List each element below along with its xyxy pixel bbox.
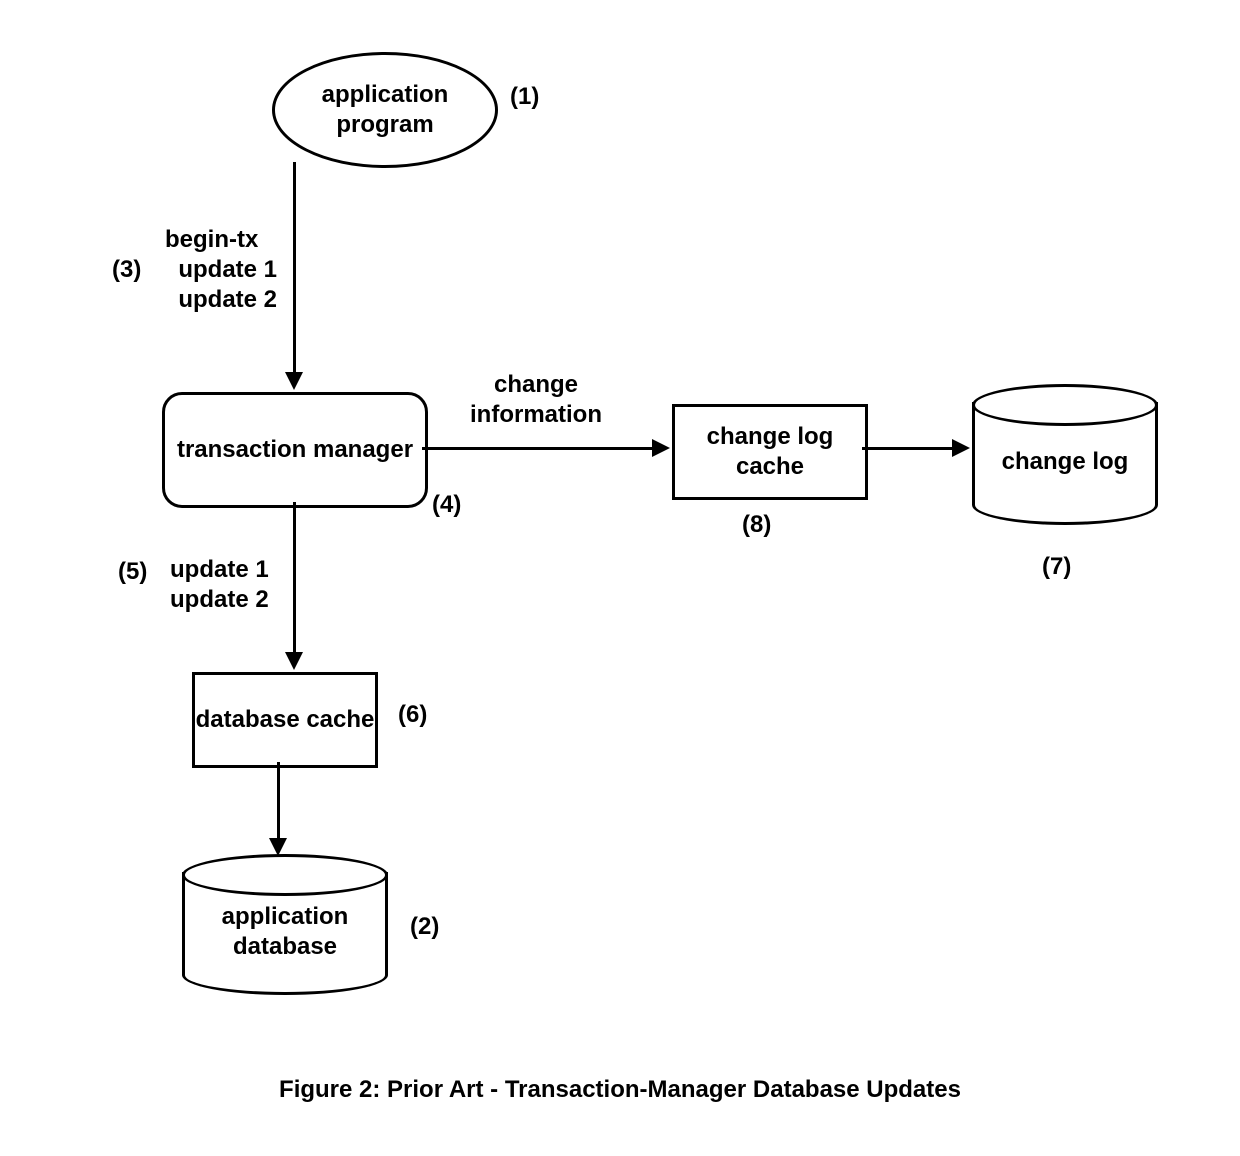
diagram-canvas: application program (1) (3) begin-tx upd… xyxy=(0,0,1240,1156)
arrowhead-tx-to-clcache xyxy=(652,439,670,457)
ref-application-program: (1) xyxy=(510,82,539,112)
node-database-cache: database cache xyxy=(192,672,378,768)
ref-transaction-manager: (4) xyxy=(432,490,461,520)
ref-updates: (5) xyxy=(118,557,147,587)
label-updates: update 1 update 2 xyxy=(170,555,269,615)
arrow-dbcache-to-appdb xyxy=(277,762,280,840)
label-change-information: change information xyxy=(470,370,602,430)
node-label: change log cache xyxy=(675,422,865,482)
figure-caption: Figure 2: Prior Art - Transaction-Manage… xyxy=(0,1076,1240,1104)
ref-change-log-cache: (8) xyxy=(742,510,771,540)
node-label: application database xyxy=(185,902,385,962)
node-application-program: application program xyxy=(272,52,498,168)
arrowhead-clcache-to-clog xyxy=(952,439,970,457)
node-label: database cache xyxy=(196,705,375,735)
node-label: transaction manager xyxy=(177,435,413,465)
label-begin-tx: begin-tx update 1 update 2 xyxy=(165,225,277,315)
arrowhead-app-to-tx xyxy=(285,372,303,390)
node-change-log-cache: change log cache xyxy=(672,404,868,500)
node-label: change log xyxy=(1002,447,1129,477)
arrowhead-tx-to-dbcache xyxy=(285,652,303,670)
arrow-app-to-tx xyxy=(293,162,296,374)
ref-database-cache: (6) xyxy=(398,700,427,730)
ref-application-database: (2) xyxy=(410,912,439,942)
node-application-database: application database xyxy=(182,872,388,995)
ref-begin-tx: (3) xyxy=(112,255,141,285)
arrow-tx-to-clcache xyxy=(422,447,654,450)
arrow-clcache-to-clog xyxy=(862,447,954,450)
node-change-log: change log xyxy=(972,402,1158,525)
arrow-tx-to-dbcache xyxy=(293,502,296,654)
node-transaction-manager: transaction manager xyxy=(162,392,428,508)
ref-change-log: (7) xyxy=(1042,552,1071,582)
node-label: application program xyxy=(275,80,495,140)
